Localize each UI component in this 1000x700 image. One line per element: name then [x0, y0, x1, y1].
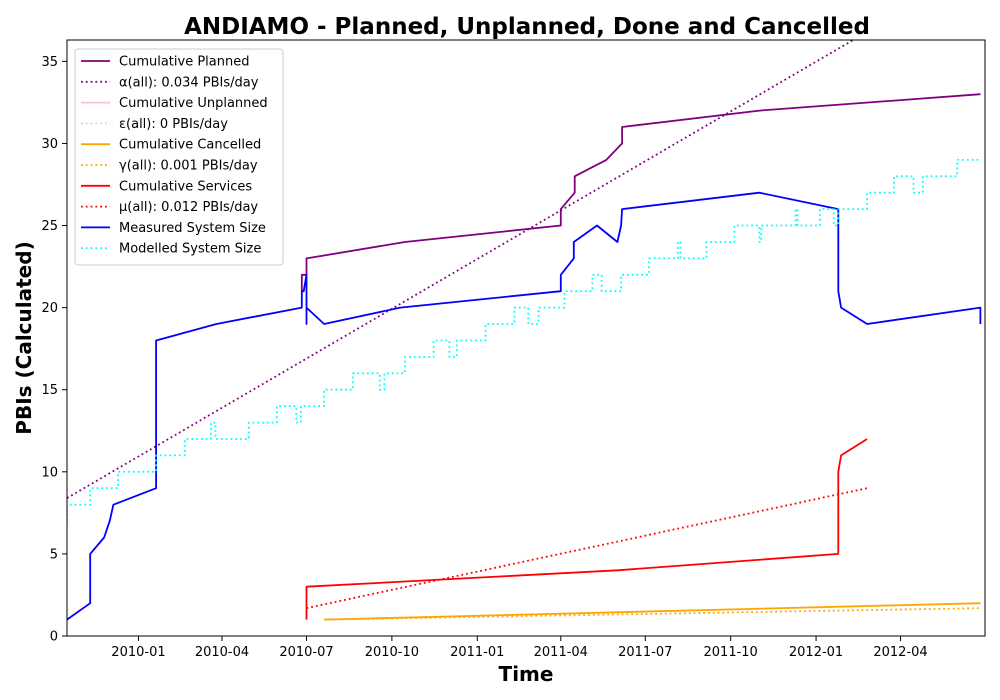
x-tick-label: 2010-07: [279, 645, 333, 660]
x-tick-label: 2012-04: [873, 645, 927, 660]
legend-label: Cumulative Unplanned: [119, 96, 268, 111]
chart-title: ANDIAMO - Planned, Unplanned, Done and C…: [184, 14, 870, 40]
x-tick-label: 2010-04: [195, 645, 249, 660]
y-axis: 0 5 10 15 20 25 30 35: [41, 55, 67, 645]
legend-label: μ(all): 0.012 PBIs/day: [119, 200, 258, 215]
series-layer: [67, 40, 982, 621]
legend-label: ε(all): 0 PBIs/day: [119, 117, 228, 132]
y-tick-label: 0: [50, 630, 58, 645]
legend-label: γ(all): 0.001 PBIs/day: [119, 159, 258, 174]
x-tick-label: 2012-01: [789, 645, 843, 660]
x-tick-label: 2011-07: [618, 645, 672, 660]
legend-label: Cumulative Services: [119, 179, 252, 194]
x-tick-label: 2010-01: [111, 645, 165, 660]
y-tick-label: 10: [41, 465, 58, 480]
x-tick-label: 2011-01: [450, 645, 504, 660]
x-tick-label: 2011-10: [704, 645, 758, 660]
y-tick-label: 25: [41, 219, 58, 234]
series-line-modelled-system-size: [67, 159, 981, 522]
series-line-cumulative-services: [305, 438, 868, 620]
legend: Cumulative Planned α(all): 0.034 PBIs/day…: [74, 48, 284, 266]
y-axis-label: PBIs (Calculated): [12, 241, 36, 434]
plot-frame: [66, 39, 986, 637]
y-tick-label: 5: [50, 547, 58, 562]
x-tick-label: 2011-04: [534, 645, 588, 660]
y-tick-label: 35: [41, 55, 58, 70]
legend-label: Modelled System Size: [119, 242, 261, 257]
legend-label: Cumulative Planned: [119, 55, 249, 70]
y-tick-label: 20: [41, 301, 58, 316]
y-tick-label: 15: [41, 383, 58, 398]
series-line-cumulative-planned: [300, 93, 981, 292]
legend-label: Cumulative Cancelled: [119, 138, 261, 153]
x-axis-label: Time: [499, 662, 554, 686]
series-line-measured-system-size: [67, 191, 982, 621]
x-tick-label: 2010-10: [365, 645, 419, 660]
x-axis: 2010-01 2010-04 2010-07 2010-10 2011-01 2011-…: [111, 636, 928, 660]
series-line-cumulative-cancelled: [324, 602, 981, 621]
legend-label: Measured System Size: [119, 221, 266, 236]
legend-frame: [74, 48, 284, 266]
legend-label: α(all): 0.034 PBIs/day: [119, 75, 259, 90]
y-tick-label: 30: [41, 137, 58, 152]
series-line-all-0-012-pbis-day: [306, 487, 868, 609]
